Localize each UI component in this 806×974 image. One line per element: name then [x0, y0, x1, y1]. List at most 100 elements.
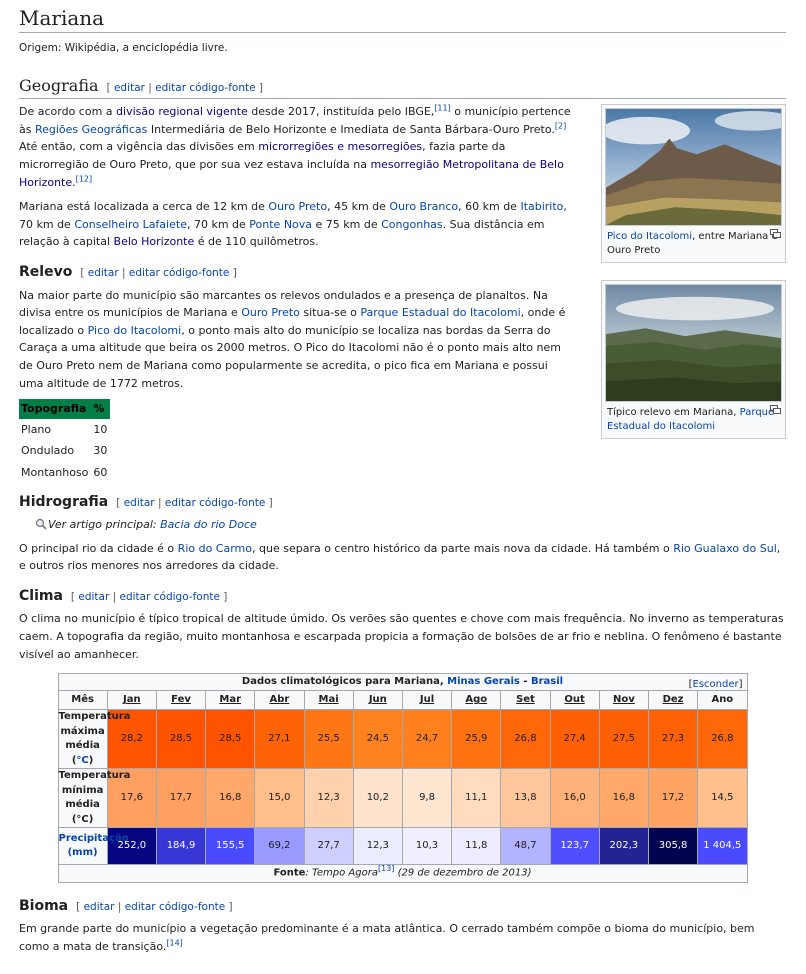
section-heading-geografia: Geografia [ editar | editar código-fonte …	[19, 75, 786, 100]
hide-button[interactable]: Esconder	[692, 679, 739, 691]
page-title: Mariana	[19, 0, 786, 33]
enlarge-icon[interactable]	[770, 405, 781, 414]
link-pico-itacolomi[interactable]: Pico do Itacolomi	[87, 323, 182, 337]
edit-separator: |	[122, 266, 126, 279]
climate-cell: 27,4	[549, 709, 600, 770]
topography-table: Topografia % Plano 10 Ondulado 30 Montanho…	[19, 399, 111, 483]
link-ponte-nova[interactable]: Ponte Nova	[249, 217, 313, 231]
caption-text: , entre Mariana e Ouro Preto	[607, 231, 778, 256]
ref-link[interactable]: [11]	[434, 103, 451, 113]
heading-text: Hidrografia	[19, 494, 109, 511]
link-conselheiro-lafaiete[interactable]: Conselheiro Lafaiete	[74, 217, 187, 231]
link-ouro-branco[interactable]: Ouro Branco	[389, 200, 459, 214]
link-parque-itacolomi[interactable]: Parque Estadual do Itacolomi	[360, 306, 521, 320]
link-minas-gerais[interactable]: Minas Gerais	[447, 676, 520, 688]
link-itabirito[interactable]: Itabirito	[520, 200, 564, 214]
link-ouro-preto[interactable]: Ouro Preto	[241, 306, 300, 320]
heading-text: Bioma	[19, 897, 69, 914]
climate-cell: 9,8	[401, 768, 453, 829]
climate-cell: 15,0	[254, 768, 305, 829]
enlarge-icon[interactable]	[770, 229, 781, 238]
link-rio-carmo[interactable]: Rio do Carmo	[177, 541, 253, 555]
section-heading-bioma: Bioma [ editar | editar código-fonte ]	[19, 897, 786, 917]
edit-source-link[interactable]: editar código-fonte	[124, 900, 226, 913]
table-row: Plano 10	[21, 422, 108, 436]
hide-toggle: [Esconder]	[688, 679, 743, 691]
magnifier-icon	[35, 518, 47, 530]
table-header: %	[91, 399, 111, 419]
link-brasil[interactable]: Brasil	[531, 676, 564, 688]
link-ouro-preto[interactable]: Ouro Preto	[268, 200, 328, 214]
ref-link[interactable]: [12]	[75, 173, 93, 183]
climate-cell: 14,5	[697, 768, 748, 829]
pico-itacolomi-image[interactable]	[605, 108, 782, 226]
link-mesorregiao[interactable]: mesorregião Metropolitana de Belo Horizo…	[19, 157, 564, 189]
hidrografia-paragraph: O principal rio da cidade é o Rio do Car…	[19, 541, 781, 573]
link-bacia-rio-doce[interactable]: Bacia do rio Doce	[160, 518, 257, 532]
edit-link[interactable]: editar	[113, 81, 145, 94]
ref-link[interactable]: [2]	[554, 121, 567, 131]
month-header-9: Out	[549, 690, 600, 711]
link-regioes-geograficas[interactable]: Regiões Geográficas	[34, 122, 148, 136]
link-microrregioes[interactable]: microrregiões e mesorregiões	[258, 140, 423, 154]
section-heading-relevo: Relevo [ editar | editar código-fonte ]	[19, 263, 786, 283]
edit-link[interactable]: editar	[78, 590, 110, 603]
link-celsius[interactable]: °C	[76, 754, 89, 766]
row-label-min-temp: Temperatura mínima média (°C)	[57, 768, 130, 829]
heading-text: Relevo	[19, 263, 73, 280]
climate-cell: 48,7	[500, 827, 551, 866]
link-congonhas[interactable]: Congonhas	[381, 217, 443, 231]
geografia-paragraph-1: De acordo com a divisão regional vigente…	[19, 103, 571, 189]
caption-link-pico-itacolomi[interactable]: Pico do Itacolomi	[607, 231, 693, 242]
climate-cell: 12,3	[352, 827, 403, 866]
edit-source-link[interactable]: editar código-fonte	[119, 590, 220, 603]
climate-cell: 12,3	[303, 768, 354, 829]
edit-separator: |	[148, 81, 152, 94]
climate-cell: 252,0	[106, 827, 157, 866]
edit-link[interactable]: editar	[123, 497, 155, 510]
climate-cell: 17,7	[155, 768, 207, 829]
thumbnail-pico-itacolomi: Pico do Itacolomi, entre Mariana e Ouro …	[601, 104, 786, 263]
month-header-7: Ago	[451, 690, 502, 711]
link-rio-gualaxo[interactable]: Rio Gualaxo do Sul	[673, 541, 777, 555]
edit-section-links: [ editar | editar código-fonte ]	[116, 497, 273, 510]
row-label-precipitation[interactable]: Precipitação (mm)	[57, 827, 129, 866]
clima-paragraph: O clima no município é típico tropical d…	[19, 612, 784, 661]
climate-cell: 26,8	[697, 709, 748, 770]
climate-cell: 69,2	[254, 827, 305, 866]
climate-cell: 16,8	[205, 768, 256, 829]
climate-cell: 17,2	[647, 768, 699, 829]
table-row: Temperatura máxima média (°C) 28,2 28,5 28…	[57, 709, 748, 770]
month-header-2: Mar	[205, 690, 256, 711]
edit-source-link[interactable]: editar código-fonte	[128, 266, 230, 279]
month-header-11: Dez	[647, 690, 699, 711]
month-header-6: Jul	[401, 690, 453, 711]
month-header-3: Abr	[254, 690, 305, 711]
edit-link[interactable]: editar	[83, 900, 115, 913]
edit-link[interactable]: editar	[87, 266, 119, 279]
climate-cell: 155,5	[205, 827, 256, 866]
caption-text: Típico relevo em Mariana,	[607, 407, 740, 418]
ref-link[interactable]: [14]	[166, 938, 183, 948]
climate-cell: 17,6	[106, 768, 157, 829]
site-subtitle: Origem: Wikipédia, a enciclopédia livre.	[19, 42, 228, 54]
link-belo-horizonte[interactable]: Belo Horizonte	[113, 235, 195, 249]
caption-link-parque-itacolomi[interactable]: Parque Estadual do Itacolomi	[607, 407, 775, 432]
ref-link[interactable]: [13]	[377, 864, 395, 874]
edit-source-link[interactable]: editar código-fonte	[164, 497, 266, 510]
link-divisao-regional[interactable]: divisão regional vigente	[116, 105, 248, 119]
month-header-label: Mês	[57, 690, 108, 711]
month-header-row: Mês Jan Fev Mar Abr Mai Jun Jul Ago Set Out Nov Dez…	[57, 690, 748, 711]
row-label-max-temp: Temperatura máxima média (°C)	[57, 709, 130, 770]
edit-section-links: [ editar | editar código-fonte ]	[70, 590, 228, 603]
climate-table: Dados climatológicos para Mariana, Minas…	[57, 673, 748, 883]
relevo-image[interactable]	[605, 284, 782, 402]
month-header-12: Ano	[697, 690, 748, 711]
edit-source-link[interactable]: editar código-fonte	[155, 81, 256, 94]
section-heading-clima: Clima [ editar | editar código-fonte ]	[19, 587, 786, 607]
edit-separator: |	[112, 590, 117, 603]
climate-cell: 16,8	[598, 768, 649, 829]
table-row: Ondulado 30	[21, 444, 108, 458]
geografia-paragraph-2: Mariana está localizada a cerca de 12 km…	[19, 200, 567, 249]
edit-separator: |	[157, 497, 162, 510]
